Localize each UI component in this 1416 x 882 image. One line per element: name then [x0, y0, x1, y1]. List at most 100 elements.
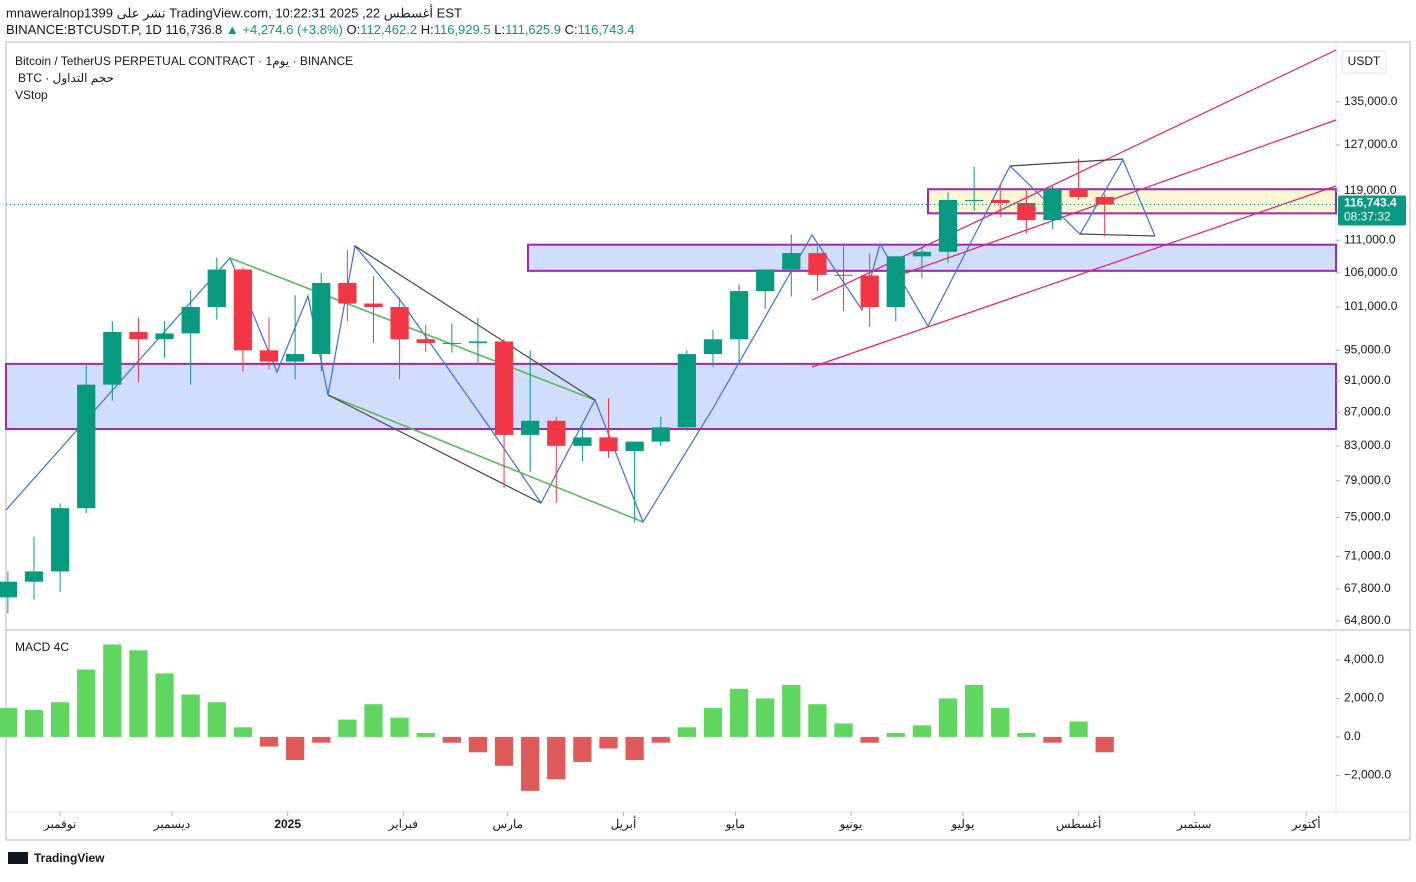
x-tick-label: نوفمبر	[43, 817, 76, 831]
candle-body	[77, 384, 96, 509]
y-tick-label: 83,000.0	[1344, 438, 1391, 452]
candle-body	[991, 199, 1010, 203]
countdown: 08:37:32	[1344, 210, 1391, 224]
macd-bar	[756, 698, 775, 737]
currency-box[interactable]	[1341, 50, 1387, 74]
candle-body	[651, 427, 670, 442]
macd-bar	[599, 736, 618, 749]
candle-body	[129, 331, 148, 340]
brand: TradingView	[34, 851, 105, 865]
candle-body	[103, 331, 122, 385]
candle-body	[834, 274, 853, 276]
candle-body	[1069, 189, 1088, 197]
candle-body	[259, 350, 279, 362]
y-tick-label: 127,000.0	[1344, 137, 1398, 151]
macd-bar	[155, 673, 174, 737]
macd-bar	[50, 702, 70, 737]
x-tick-label: ديسمبر	[153, 817, 191, 831]
ohlc-label: C:	[565, 22, 578, 37]
price-tag	[1338, 195, 1406, 226]
candle-body	[0, 581, 18, 598]
candle-body	[573, 437, 592, 446]
macd-bar	[468, 736, 488, 753]
macd-bar	[860, 736, 879, 743]
y-tick-label: 79,000.0	[1344, 473, 1391, 487]
candle-body	[912, 251, 932, 257]
candle-body	[233, 269, 253, 351]
candle-body	[468, 341, 488, 343]
candle-body	[756, 269, 775, 292]
macd-bar	[625, 736, 644, 761]
change: +4,274.6 (+3.8%)	[242, 22, 342, 37]
macd-bar	[547, 736, 566, 780]
candle-body	[494, 341, 514, 435]
macd-bar	[1069, 721, 1088, 737]
macd-bar	[442, 736, 461, 743]
candle-body	[782, 253, 801, 270]
candle-body	[364, 303, 383, 308]
y-tick-label: 101,000.0	[1344, 299, 1398, 313]
ohlc-value: 116,743.4	[578, 22, 635, 37]
candle-body	[24, 571, 44, 582]
candle-body	[390, 307, 409, 340]
macd-bar	[259, 736, 279, 747]
macd-bar	[651, 736, 670, 743]
macd-bar	[834, 723, 853, 737]
legend: Bitcoin / TetherUS PERPETUAL CONTRACT · …	[15, 54, 353, 68]
y-tick-label: −2,000.0	[1344, 768, 1391, 782]
macd-bar	[703, 708, 723, 737]
macd-bar	[1095, 736, 1114, 753]
candle-body	[938, 199, 958, 252]
macd-bar	[494, 736, 514, 766]
ohlc-value: 116,929.5	[434, 22, 491, 37]
macd-bar	[938, 698, 958, 737]
currency: USDT	[1348, 54, 1381, 68]
candle-body	[808, 253, 827, 275]
macd-bar	[416, 733, 435, 737]
legend: BTC · حجم التداول	[18, 71, 114, 85]
macd-bar	[729, 688, 749, 737]
candle-body	[886, 256, 905, 308]
y-tick-label: 111,000.0	[1344, 232, 1396, 246]
macd-bar	[285, 736, 305, 761]
ohlc-label: O:	[346, 22, 360, 37]
macd-bar	[181, 694, 200, 737]
y-tick-label: 75,000.0	[1344, 510, 1391, 524]
x-tick-label: أغسطس	[1056, 816, 1101, 831]
y-tick-label: 71,000.0	[1344, 549, 1391, 563]
candle-body	[729, 291, 749, 340]
macd-bar	[364, 704, 383, 737]
macd-bar	[390, 717, 409, 737]
ohlc-value: 111,625.9	[505, 22, 561, 37]
y-tick-label: 106,000.0	[1344, 265, 1398, 279]
candle-body	[181, 307, 200, 334]
candle-body	[1017, 202, 1036, 221]
x-tick-label: يونيو	[839, 817, 863, 831]
macd-bar	[521, 736, 540, 791]
x-tick-label: مايو	[725, 817, 746, 831]
macd-bar	[991, 708, 1010, 737]
candle-body	[312, 282, 331, 355]
macd-bar	[1043, 736, 1062, 743]
macd-bar	[1017, 733, 1036, 737]
y-tick-label: 135,000.0	[1344, 94, 1398, 108]
y-tick-label: 64,800.0	[1344, 613, 1391, 627]
macd-bar	[24, 709, 44, 737]
x-tick-label: 2025	[274, 817, 301, 831]
macd-bar	[886, 733, 905, 737]
macd-bar	[912, 725, 932, 737]
candle-body	[285, 354, 305, 362]
macd-bar	[233, 727, 253, 737]
macd-bar	[129, 650, 148, 737]
candle-body	[547, 420, 566, 446]
macd-bar	[338, 719, 357, 737]
candle-body	[677, 354, 696, 428]
drawings	[5, 49, 1337, 524]
x-tick-label: سبتمبر	[1176, 817, 1211, 831]
candle-body	[964, 199, 984, 201]
candle-body	[1043, 189, 1062, 221]
legend: MACD 4C	[15, 640, 69, 654]
price: 116,736.8	[165, 22, 222, 37]
